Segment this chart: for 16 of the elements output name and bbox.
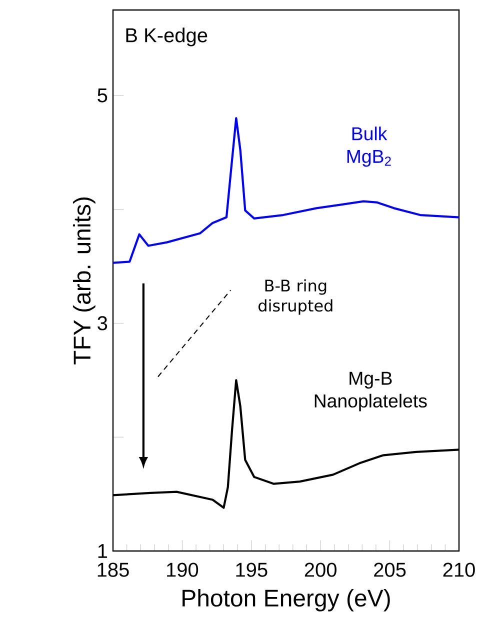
text: Mg-B Nanoplatelets — [314, 372, 427, 412]
annotation: B K-edge — [126, 28, 208, 46]
x-tick-label: 190 — [167, 562, 198, 577]
y-tick-label: 3 — [98, 316, 108, 330]
x-tick-label: 205 — [374, 562, 406, 577]
y-tick-label: 1 — [98, 544, 107, 558]
y-tick-label: 5 — [98, 88, 108, 102]
x-tick-label: 195 — [236, 562, 268, 577]
y-axis-title: TFY (arb. units) — [72, 198, 96, 364]
x-axis-title: Photon Energy (eV) — [182, 589, 390, 612]
x-tick-label: 185 — [98, 562, 129, 577]
annotation: B-B ring disrupted — [258, 279, 332, 315]
x-tick-label: 210 — [443, 562, 475, 577]
line-series — [113, 117, 459, 264]
series-label: Bulk MgB$_{2}$ — [347, 126, 391, 167]
x-tick-label: 200 — [304, 562, 336, 577]
